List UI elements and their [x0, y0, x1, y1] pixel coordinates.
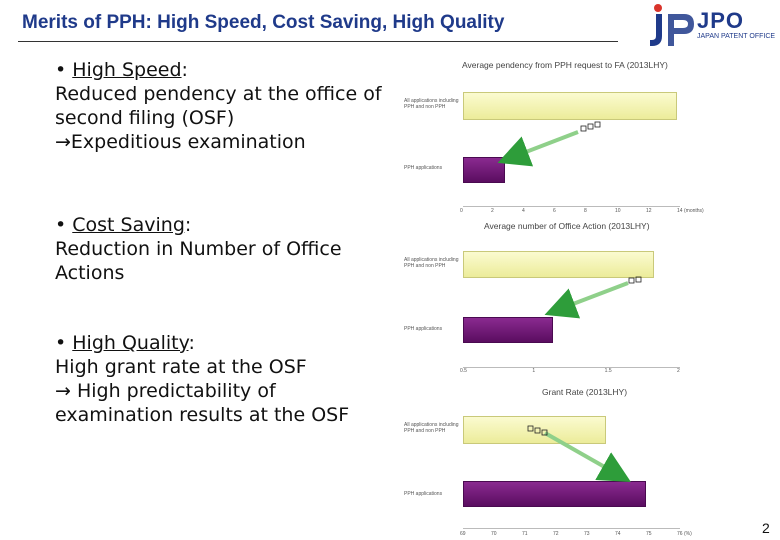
callout-box: [587, 123, 594, 130]
unit-label: (%): [684, 531, 692, 537]
merit-heading-speed: High Speed: [72, 59, 182, 81]
arrow-icon: →: [55, 380, 71, 402]
tick-label: 1: [532, 368, 536, 374]
bullet: •: [55, 214, 67, 236]
merit-heading-cost: Cost Saving: [72, 214, 185, 236]
tick-label: 0: [460, 208, 463, 214]
merit-text: Reduced pendency at the office of: [55, 83, 382, 105]
tick-label: 6: [553, 208, 556, 214]
category-label: All applications including PPH and non P…: [404, 98, 459, 110]
merit-cost: • Cost Saving: Reduction in Number of Of…: [55, 213, 342, 285]
tick-label: 2: [491, 208, 494, 214]
merit-heading-quality: High Quality: [72, 332, 189, 354]
arrow-icon: →: [55, 131, 71, 153]
chart-bar: [463, 317, 554, 343]
tick-label: 14: [677, 208, 683, 214]
tick-label: 74: [615, 531, 621, 537]
colon: :: [181, 59, 188, 81]
callout-box: [635, 276, 642, 283]
colon: :: [188, 332, 195, 354]
tick-label: 0.5: [460, 368, 467, 374]
tick-label: 12: [646, 208, 652, 214]
chart-title: Average pendency from PPH request to FA …: [462, 60, 668, 70]
merit-text: Reduction in Number of Office: [55, 238, 342, 260]
category-label: PPH applications: [404, 326, 443, 332]
x-axis: [463, 367, 680, 368]
chart-bar: [463, 481, 646, 507]
chart-bar: [463, 416, 606, 444]
merit-text: Expeditious examination: [70, 131, 306, 153]
merit-speed: • High Speed: Reduced pendency at the of…: [55, 58, 382, 154]
tick-label: 72: [553, 531, 559, 537]
title-divider: [18, 41, 618, 42]
page-number: 2: [762, 520, 770, 536]
slide-title: Merits of PPH: High Speed, Cost Saving, …: [22, 12, 505, 33]
chart-title: Average number of Office Action (2013LHY…: [484, 221, 650, 231]
category-label: All applications including PPH and non P…: [404, 422, 459, 434]
tick-label: 2: [677, 368, 680, 374]
tick-label: 69: [460, 531, 466, 537]
tick-label: 70: [491, 531, 497, 537]
logo-subtitle: JAPAN PATENT OFFICE: [697, 33, 776, 40]
chart-title: Grant Rate (2013LHY): [542, 387, 628, 397]
tick-label: 73: [584, 531, 590, 537]
merit-text: High grant rate at the OSF: [55, 356, 307, 378]
merit-text: High predictability of: [70, 380, 276, 402]
tick-label: 8: [584, 208, 587, 214]
tick-label: 10: [615, 208, 621, 214]
tick-label: 75: [646, 531, 652, 537]
x-axis: [463, 206, 680, 207]
merit-text: Actions: [55, 262, 125, 284]
merit-quality: • High Quality: High grant rate at the O…: [55, 331, 349, 427]
callout-box: [541, 429, 548, 436]
arrow-icon: [497, 130, 579, 167]
callout-box: [534, 427, 541, 434]
merit-text: examination results at the OSF: [55, 404, 350, 426]
category-label: All applications including PPH and non P…: [404, 257, 459, 269]
callout-box: [580, 125, 587, 132]
arrow-icon: [544, 281, 629, 319]
tick-label: 76: [677, 531, 683, 537]
logo-text: JPO: [697, 8, 745, 33]
arrow-icon: [544, 431, 631, 482]
bullet: •: [55, 59, 67, 81]
tick-label: 1.5: [604, 368, 612, 374]
tick-label: 4: [522, 208, 525, 214]
x-axis: [463, 528, 680, 529]
merit-text: second filing (OSF): [55, 107, 235, 129]
callout-box: [527, 425, 534, 432]
jpo-logo-icon: [650, 4, 694, 46]
bullet: •: [55, 332, 67, 354]
chart-bar: [463, 92, 677, 120]
category-label: PPH applications: [404, 165, 443, 171]
callout-box: [594, 121, 601, 128]
colon: :: [184, 214, 192, 236]
callout-box: [628, 277, 635, 284]
tick-label: 71: [522, 531, 528, 537]
category-label: PPH applications: [404, 491, 443, 497]
unit-label: (months): [684, 208, 704, 214]
chart-bar: [463, 251, 654, 278]
